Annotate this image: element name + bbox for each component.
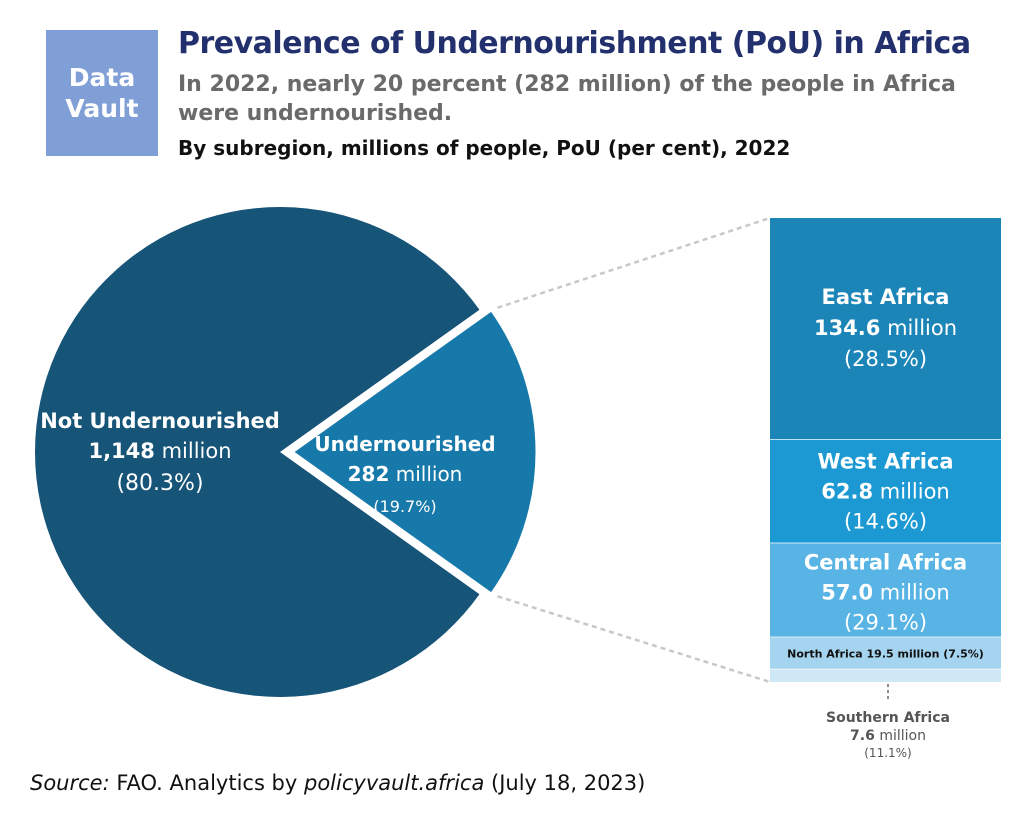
pie-slice-undernourished [290, 308, 539, 596]
slice-label-not: Not Undernourished 1,148 million (80.3%) [40, 409, 280, 496]
segment-label-north: North Africa 19.5 million (7.5%) [787, 647, 984, 660]
segment-pou-central: (29.1%) [844, 610, 927, 634]
segment-value-southern: 7.6 [850, 728, 875, 744]
segment-pou-east: (28.5%) [844, 347, 927, 371]
slice-name-under: Undernourished [314, 432, 495, 456]
connector-line-top [497, 216, 771, 309]
connector-line-bottom [497, 595, 771, 684]
bar-segment-central [770, 543, 1001, 638]
segment-name-southern: Southern Africa [826, 710, 950, 726]
segment-name-east: East Africa [822, 285, 950, 309]
segment-unit-southern: million [879, 728, 926, 744]
segment-name-central: Central Africa [804, 550, 967, 574]
data-vault-logo: Data Vault [46, 30, 158, 156]
chart-subtitle: In 2022, nearly 20 percent (282 million)… [178, 72, 956, 126]
source-text-2: (July 18, 2023) [484, 771, 646, 795]
segment-text-north: North Africa 19.5 million (7.5%) [787, 647, 984, 660]
segment-value-line-west: 62.8 million [821, 480, 949, 504]
bar-segment-west [770, 439, 1001, 544]
segment-value-line-central: 57.0 million [821, 580, 949, 604]
segment-value-east: 134.6 [814, 316, 880, 340]
bar-segment-north [770, 637, 1001, 670]
stacked-bar [770, 218, 1001, 682]
connector-lines [497, 216, 771, 684]
slice-value-not: 1,148 [88, 439, 154, 463]
segment-label-southern: Southern Africa 7.6 million (11.1%) [826, 710, 950, 760]
slice-name-not: Not Undernourished [40, 409, 280, 433]
segment-label-west: West Africa 62.8 million (14.6%) [817, 450, 953, 534]
segment-label-east: East Africa 134.6 million (28.5%) [814, 285, 957, 371]
slice-percent-not: (80.3%) [116, 471, 203, 496]
source-note: Source: FAO. Analytics by policyvault.af… [30, 771, 645, 795]
segment-name-west: West Africa [817, 450, 953, 474]
slice-percent-under: (19.7%) [373, 497, 436, 516]
source-text-1: FAO. Analytics by [109, 771, 304, 795]
bar-segment-southern [770, 669, 1001, 682]
source-label: Source: [30, 771, 110, 795]
slice-value-line-not: 1,148 million [88, 439, 231, 463]
source-site: policyvault.africa [304, 771, 485, 795]
pie-slice-not-undernourished [34, 207, 480, 698]
chart-title: Prevalence of Undernourishment (PoU) in … [178, 26, 971, 61]
logo-line-1: Data [68, 63, 136, 92]
chart-labels: Not Undernourished 1,148 million (80.3%) Un… [40, 285, 984, 760]
slice-unit-under: million [396, 462, 463, 486]
pie-chart [34, 207, 539, 698]
slice-value-under: 282 [348, 462, 390, 486]
segment-value-line-east: 134.6 million [814, 316, 957, 340]
segment-unit-central: million [880, 580, 950, 604]
segment-pou-southern: (11.1%) [864, 746, 911, 760]
segment-value-line-southern: 7.6 million [850, 728, 926, 744]
logo-line-2: Vault [65, 94, 139, 123]
segment-pou-west: (14.6%) [844, 510, 927, 534]
chart-units-note: By subregion, millions of people, PoU (p… [178, 136, 791, 160]
segment-value-west: 62.8 [821, 480, 873, 504]
segment-unit-west: million [880, 480, 950, 504]
bar-segment-east [770, 218, 1001, 440]
slice-label-under: Undernourished 282 million (19.7%) [314, 432, 495, 516]
segment-value-central: 57.0 [821, 580, 873, 604]
slice-value-line-under: 282 million [348, 462, 463, 486]
segment-unit-east: million [887, 316, 957, 340]
slice-unit-not: million [162, 439, 232, 463]
segment-label-central: Central Africa 57.0 million (29.1%) [804, 550, 967, 634]
